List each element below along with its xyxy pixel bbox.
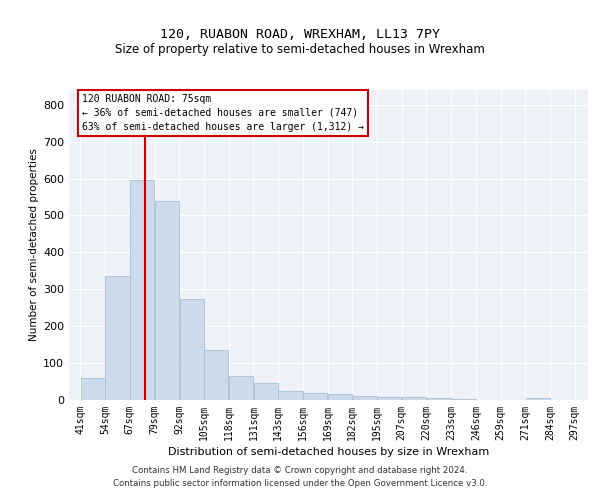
Bar <box>106 276 130 400</box>
Bar <box>80 378 105 400</box>
Bar <box>353 396 377 400</box>
Bar <box>402 397 426 400</box>
Bar <box>526 398 550 400</box>
Bar <box>278 391 302 400</box>
Bar <box>328 394 352 400</box>
Bar <box>179 298 203 400</box>
Text: Size of property relative to semi-detached houses in Wrexham: Size of property relative to semi-detach… <box>115 42 485 56</box>
Text: 120, RUABON ROAD, WREXHAM, LL13 7PY: 120, RUABON ROAD, WREXHAM, LL13 7PY <box>160 28 440 40</box>
Bar <box>229 376 253 400</box>
Bar <box>204 350 229 400</box>
Bar <box>427 398 451 400</box>
Text: Contains HM Land Registry data © Crown copyright and database right 2024.
Contai: Contains HM Land Registry data © Crown c… <box>113 466 487 487</box>
Bar <box>303 394 327 400</box>
Text: 120 RUABON ROAD: 75sqm
← 36% of semi-detached houses are smaller (747)
63% of se: 120 RUABON ROAD: 75sqm ← 36% of semi-det… <box>82 94 364 132</box>
Bar <box>254 384 278 400</box>
X-axis label: Distribution of semi-detached houses by size in Wrexham: Distribution of semi-detached houses by … <box>168 447 489 457</box>
Bar <box>451 398 476 400</box>
Bar <box>130 180 154 400</box>
Y-axis label: Number of semi-detached properties: Number of semi-detached properties <box>29 148 39 342</box>
Bar <box>155 200 179 400</box>
Bar <box>377 397 401 400</box>
